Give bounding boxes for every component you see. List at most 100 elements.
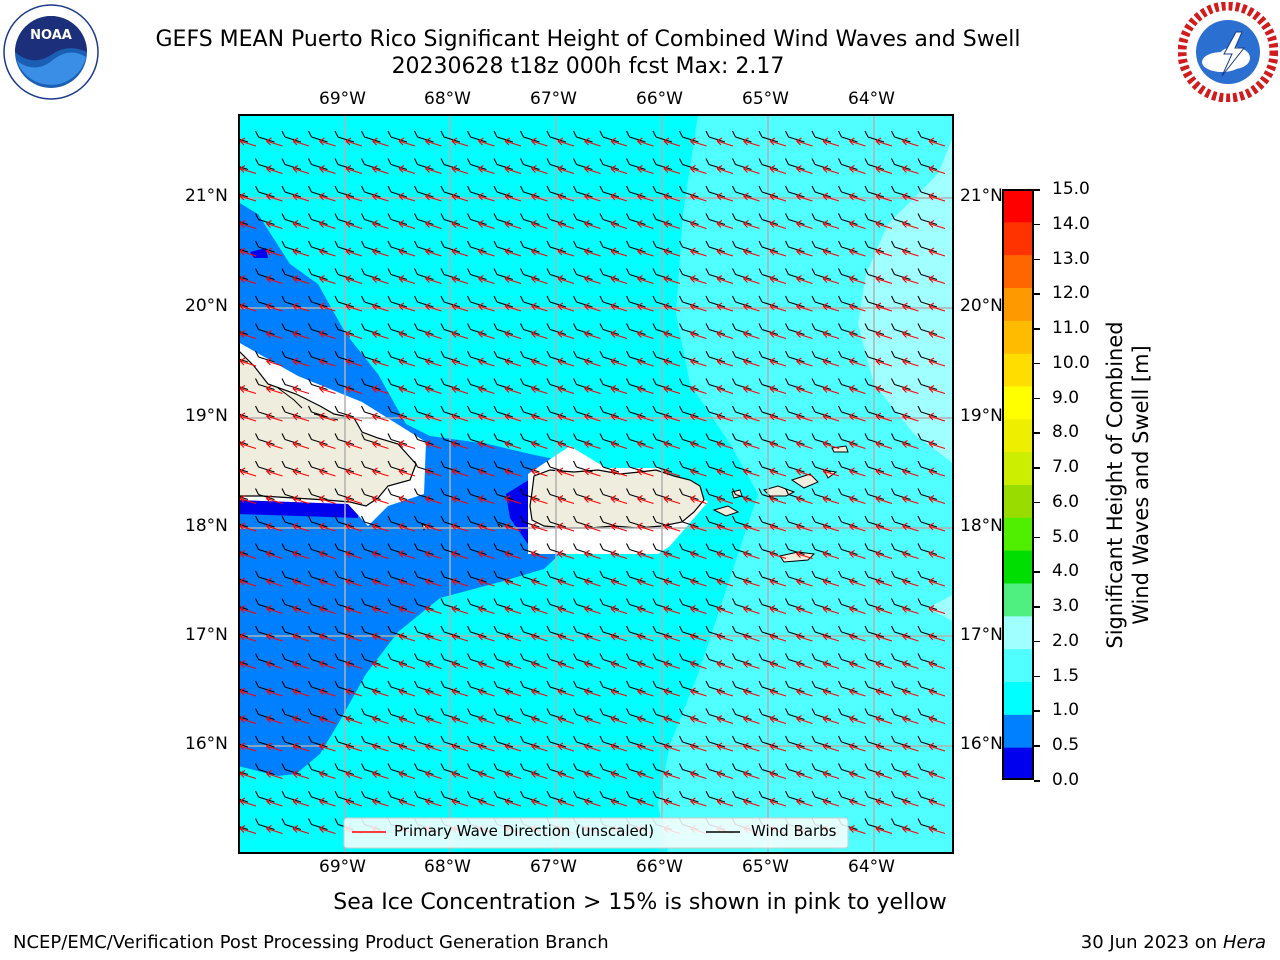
lon-label-bottom: 66°W [636, 857, 683, 877]
wind-barb [281, 158, 302, 171]
wind-barb [917, 818, 938, 831]
wind-barb [679, 763, 699, 776]
wave-direction-arrow [743, 137, 760, 147]
wind-barb [864, 378, 885, 391]
wind-barb [758, 488, 779, 501]
lat-label-right: 21°N [960, 186, 1003, 206]
wind-barb [652, 625, 673, 638]
colorbar-tick-mark [1034, 467, 1040, 469]
wave-direction-arrow [663, 577, 681, 587]
wind-barb [361, 763, 381, 776]
wave-direction-arrow [584, 467, 601, 477]
wave-direction-arrow [716, 495, 734, 505]
colorbar-tick-mark [1034, 501, 1040, 504]
wave-direction-arrow [239, 275, 257, 285]
wind-barb [917, 158, 938, 171]
wave-direction-arrow [875, 137, 893, 147]
wave-direction-arrow [902, 467, 919, 477]
wave-direction-arrow [478, 330, 495, 340]
wave-direction-arrow [875, 330, 893, 340]
wind-barb [440, 653, 461, 666]
wind-barb [917, 763, 938, 776]
wave-direction-arrow [822, 797, 840, 807]
wave-direction-arrow [319, 577, 336, 587]
wind-barb [467, 653, 487, 666]
wind-barb [334, 213, 355, 226]
wind-barb [917, 433, 938, 446]
wave-direction-arrow [663, 550, 681, 560]
wind-barb [679, 268, 699, 281]
wave-direction-arrow [637, 797, 654, 807]
wave-direction-arrow [557, 577, 575, 587]
wave-direction-arrow [769, 467, 787, 477]
lat-label-left: 21°N [185, 186, 228, 206]
wave-direction-arrow [266, 632, 283, 642]
wave-direction-arrow [398, 330, 416, 340]
wind-barb [520, 130, 540, 143]
wave-direction-arrow [239, 632, 257, 642]
wave-direction-arrow [292, 302, 310, 312]
wave-direction-arrow [372, 715, 389, 725]
wind-barb [546, 268, 567, 281]
wind-barb [414, 130, 434, 143]
wind-barb [414, 323, 434, 336]
wave-direction-arrow [292, 247, 310, 257]
wind-barb [255, 818, 275, 831]
wind-barb [573, 350, 593, 363]
wave-direction-arrow [796, 770, 813, 780]
wave-direction-arrow [266, 192, 283, 202]
wind-barb [679, 735, 699, 748]
wind-barb [493, 680, 514, 693]
wave-direction-arrow [425, 247, 442, 257]
wave-direction-arrow [875, 192, 893, 202]
wave-direction-arrow [478, 247, 495, 257]
wave-direction-arrow [716, 577, 734, 587]
wave-direction-arrow [610, 797, 628, 807]
wave-direction-arrow [663, 330, 681, 340]
wave-direction-arrow [796, 247, 813, 257]
wind-barb [546, 185, 567, 198]
wind-barb [493, 625, 514, 638]
wind-barb [811, 433, 832, 446]
wave-direction-arrow [266, 302, 283, 312]
wave-direction-arrow [849, 660, 866, 670]
wave-direction-arrow [504, 220, 522, 230]
wave-direction-arrow [584, 330, 601, 340]
wave-direction-arrow [239, 192, 257, 202]
wave-direction-arrow [849, 550, 866, 560]
wave-direction-arrow [584, 137, 601, 147]
wind-barb [308, 323, 328, 336]
wave-direction-arrow [319, 467, 336, 477]
wave-direction-arrow [875, 605, 893, 615]
wind-barb [652, 735, 673, 748]
wind-barb [599, 708, 620, 721]
wind-barb [573, 323, 593, 336]
wave-direction-arrow [875, 247, 893, 257]
wind-barb [705, 213, 726, 226]
wave-direction-arrow [372, 275, 389, 285]
wave-direction-arrow [451, 385, 469, 395]
wave-direction-arrow [531, 385, 548, 395]
wind-barb [811, 213, 832, 226]
wave-direction-arrow [557, 220, 575, 230]
wind-barb [626, 295, 646, 308]
wind-barb [493, 295, 514, 308]
wave-direction-arrow [796, 660, 813, 670]
wave-direction-arrow [637, 165, 654, 175]
wind-barb [705, 295, 726, 308]
wave-direction-arrow [239, 577, 257, 587]
wave-direction-arrow [425, 220, 442, 230]
wind-barb [811, 488, 832, 501]
wave-direction-arrow [902, 605, 919, 615]
wave-direction-arrow [266, 495, 283, 505]
wind-barb [917, 405, 938, 418]
wave-direction-arrow [292, 825, 310, 835]
wave-direction-arrow [292, 660, 310, 670]
wind-barb [361, 708, 381, 721]
wind-barb [573, 598, 593, 611]
colorbar-tick-label: 2.0 [1052, 630, 1080, 651]
wind-barb [546, 653, 567, 666]
wave-direction-arrow [372, 412, 389, 422]
wind-barb [785, 213, 805, 226]
wind-barb [811, 515, 832, 528]
